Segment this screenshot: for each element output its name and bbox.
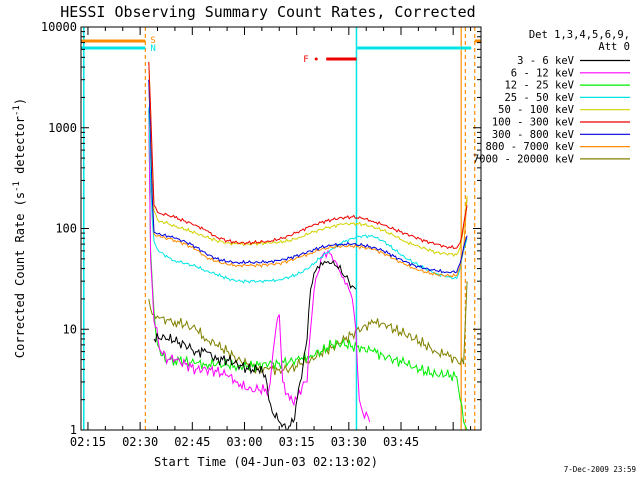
x-tick-label: 03:30 (331, 435, 367, 449)
legend-entry-label: 7000 - 20000 keV (473, 153, 575, 165)
series-line-6 (148, 79, 468, 274)
legend-entry-label: 6 - 12 keV (511, 67, 575, 79)
series-line-0 (153, 260, 357, 431)
x-tick-label: 03:45 (383, 435, 419, 449)
legend-header-detectors: Det 1,3,4,5,6,9, (529, 29, 630, 41)
footer-timestamp: 7-Dec-2009 23:59 (564, 465, 636, 474)
saa-flag-label: S (150, 36, 155, 46)
chart-title: HESSI Observing Summary Count Rates, Cor… (60, 3, 475, 21)
y-axis: 1 10 100 1000 10000 (41, 20, 481, 437)
series-group (148, 61, 468, 431)
y-tick-label: 100 (55, 222, 77, 236)
legend-entry-label: 300 - 800 keV (492, 129, 575, 141)
x-axis-label: Start Time (04-Jun-03 02:13:02) (154, 455, 378, 469)
legend-entry-label: 12 - 25 keV (504, 80, 574, 92)
legend-entry-label: 800 - 7000 keV (485, 141, 574, 153)
series-line-2 (148, 109, 468, 431)
series-line-1 (148, 109, 371, 423)
y-tick-label: 1000 (48, 121, 77, 135)
night-flag-label: N (150, 44, 155, 54)
x-tick-label: 03:00 (226, 435, 262, 449)
flare-flag-label: F (303, 55, 308, 65)
series-line-8 (148, 281, 468, 376)
observing-flags: SN F (81, 27, 481, 430)
y-tick-label: 10 (63, 322, 77, 336)
legend-header-attenuator: Att 0 (598, 41, 630, 53)
legend-entry-label: 3 - 6 keV (517, 55, 575, 67)
x-tick-label: 02:30 (122, 435, 158, 449)
x-tick-label: 02:15 (70, 435, 106, 449)
series-line-4 (148, 61, 468, 258)
x-axis: 02:15 02:30 02:45 03:00 03:15 03:30 03:45 (70, 27, 472, 449)
legend-entry-label: 25 - 50 keV (504, 92, 574, 104)
y-tick-label: 1 (70, 423, 77, 437)
x-tick-label: 03:15 (279, 435, 315, 449)
series-line-5 (148, 61, 468, 250)
series-line-7 (148, 79, 468, 278)
flare-flag-dot (314, 57, 318, 61)
x-tick-label: 02:45 (174, 435, 210, 449)
legend-entry-label: 100 - 300 keV (492, 117, 575, 129)
y-axis-label: Corrected Count Rate (s-1 detector-1) (12, 98, 27, 358)
series-line-3 (148, 107, 468, 284)
y-tick-label: 10000 (41, 20, 77, 34)
legend-entry-label: 50 - 100 keV (498, 104, 575, 116)
